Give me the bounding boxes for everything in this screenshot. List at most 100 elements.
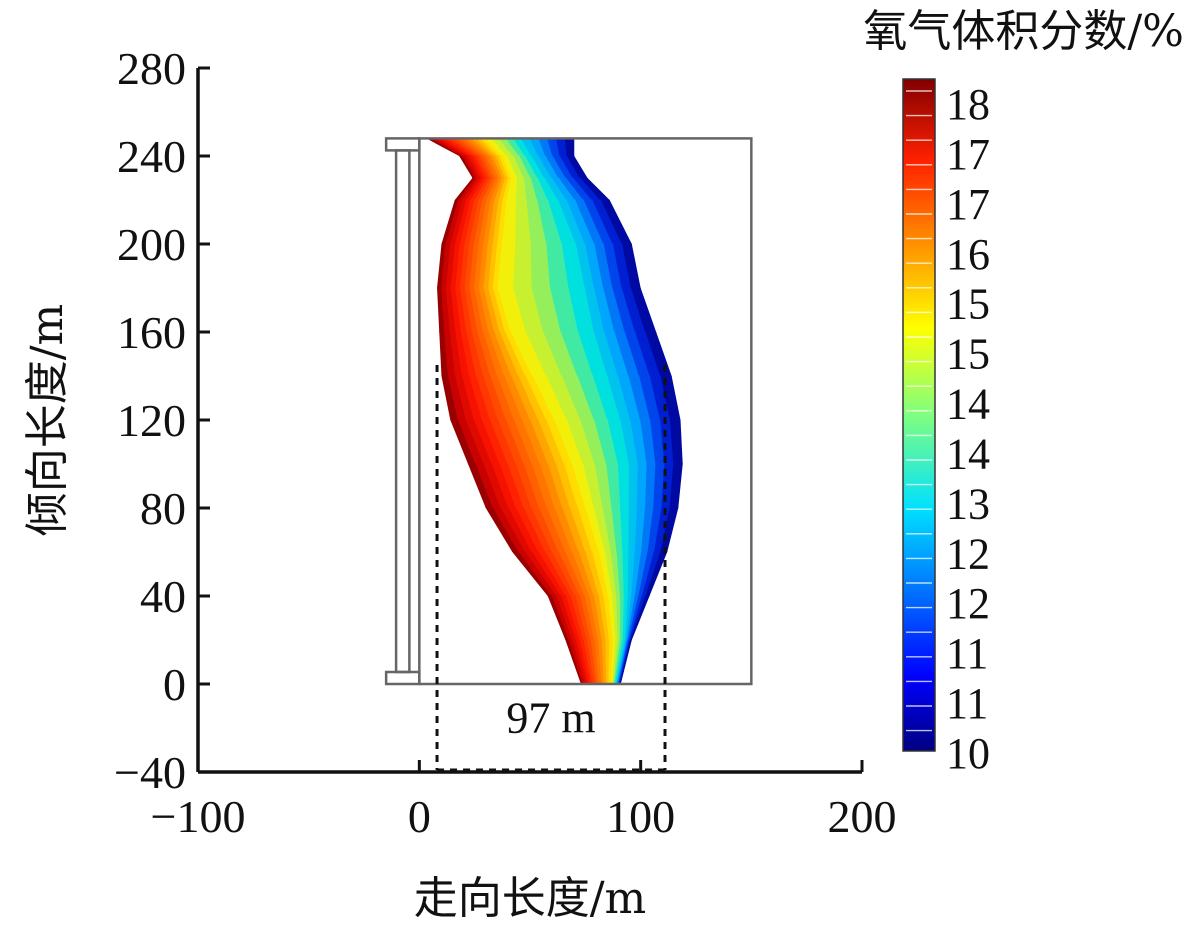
oxygen-band — [523, 463, 549, 509]
oxygen-band — [578, 331, 609, 377]
y-tick-label: 200 — [117, 219, 186, 270]
oxygen-band — [465, 419, 493, 465]
oxygen-band — [590, 639, 601, 684]
oxygen-band — [669, 419, 683, 465]
oxygen-band — [473, 419, 501, 465]
oxygen-band — [530, 177, 550, 201]
oxygen-band — [565, 177, 594, 201]
oxygen-band — [582, 463, 604, 509]
oxygen-band — [440, 199, 460, 245]
oxygen-band — [572, 177, 602, 201]
oxygen-band — [473, 199, 488, 245]
oxygen-band — [545, 551, 577, 597]
oxygen-band — [481, 419, 509, 465]
oxygen-band — [449, 331, 464, 377]
oxygen-band — [641, 507, 655, 553]
oxygen-band — [525, 551, 563, 597]
oxygen-plume — [425, 138, 683, 684]
colorbar-label: 12 — [946, 529, 990, 578]
oxygen-band — [630, 419, 648, 465]
oxygen-band — [593, 287, 616, 333]
oxygen-band — [526, 199, 548, 245]
oxygen-band — [531, 463, 556, 509]
oxygen-band — [518, 551, 558, 597]
oxygen-band — [621, 243, 642, 289]
oxygen-band — [440, 375, 459, 421]
oxygen-band — [575, 243, 596, 289]
oxygen-band — [568, 287, 596, 333]
oxygen-band — [461, 138, 490, 157]
oxygen-band — [490, 375, 516, 421]
oxygen-band — [565, 595, 585, 641]
oxygen-band — [492, 199, 504, 245]
oxygen-band — [620, 419, 639, 465]
oxygen-band — [660, 375, 682, 421]
oxygen-band — [530, 243, 552, 289]
oxygen-band — [538, 138, 554, 157]
y-tick-label: 80 — [140, 483, 186, 534]
oxygen-band — [566, 155, 589, 179]
y-tick-label: 280 — [117, 43, 186, 94]
oxygen-band — [511, 375, 540, 421]
oxygen-band — [478, 177, 495, 201]
colorbar-label: 13 — [946, 479, 990, 528]
y-tick-label: 0 — [163, 659, 186, 710]
oxygen-band — [592, 199, 624, 245]
oxygen-band — [531, 551, 568, 597]
oxygen-band — [566, 419, 596, 465]
oxygen-band — [578, 551, 600, 597]
oxygen-band — [483, 199, 496, 245]
oxygen-band — [460, 331, 478, 377]
oxygen-band — [558, 177, 585, 201]
oxygen-band — [444, 331, 457, 377]
oxygen-band — [470, 177, 489, 201]
oxygen-band — [614, 331, 641, 377]
oxygen-band — [554, 419, 585, 465]
oxygen-band — [604, 551, 618, 597]
oxygen-band — [565, 551, 591, 597]
oxygen-band — [457, 419, 485, 465]
oxygen-band — [512, 138, 533, 157]
oxygen-band — [477, 331, 499, 377]
oxygen-band — [525, 375, 556, 421]
oxygen-band — [498, 419, 525, 465]
oxygen-band — [429, 138, 467, 157]
oxygen-band — [450, 199, 468, 245]
oxygen-band — [502, 177, 513, 201]
oxygen-band — [559, 155, 582, 179]
oxygen-band — [598, 595, 611, 641]
oxygen-band — [645, 551, 668, 597]
oxygen-band — [482, 331, 506, 377]
oxygen-band — [539, 463, 564, 509]
oxygen-band — [547, 595, 570, 641]
oxygen-band — [515, 507, 547, 553]
oxygen-band — [594, 595, 607, 641]
oxygen-band — [507, 155, 526, 179]
oxygen-band — [607, 419, 631, 465]
oxygen-band — [470, 138, 497, 157]
oxygen-band — [564, 138, 575, 157]
oxygen-band — [506, 419, 534, 465]
oxygen-band — [555, 463, 579, 509]
oxygen-band — [469, 199, 484, 245]
oxygen-band — [466, 138, 494, 157]
oxygen-band — [558, 199, 587, 245]
oxygen-band — [592, 551, 610, 597]
oxygen-band — [469, 243, 480, 289]
oxygen-band — [436, 243, 447, 289]
oxygen-band — [561, 375, 596, 421]
oxygen-band — [462, 177, 483, 201]
oxygen-band — [606, 463, 622, 509]
oxygen-band — [454, 199, 472, 245]
colorbar-title: 氧气体积分数/% — [863, 6, 1184, 57]
oxygen-band — [515, 463, 541, 509]
oxygen-band — [473, 243, 485, 289]
oxygen-band — [551, 551, 582, 597]
oxygen-band — [575, 595, 592, 641]
oxygen-band — [604, 331, 630, 377]
oxygen-band — [583, 199, 614, 245]
oxygen-band — [524, 155, 546, 179]
oxygen-band — [600, 199, 633, 245]
oxygen-band — [636, 463, 648, 509]
oxygen-band — [539, 507, 567, 553]
